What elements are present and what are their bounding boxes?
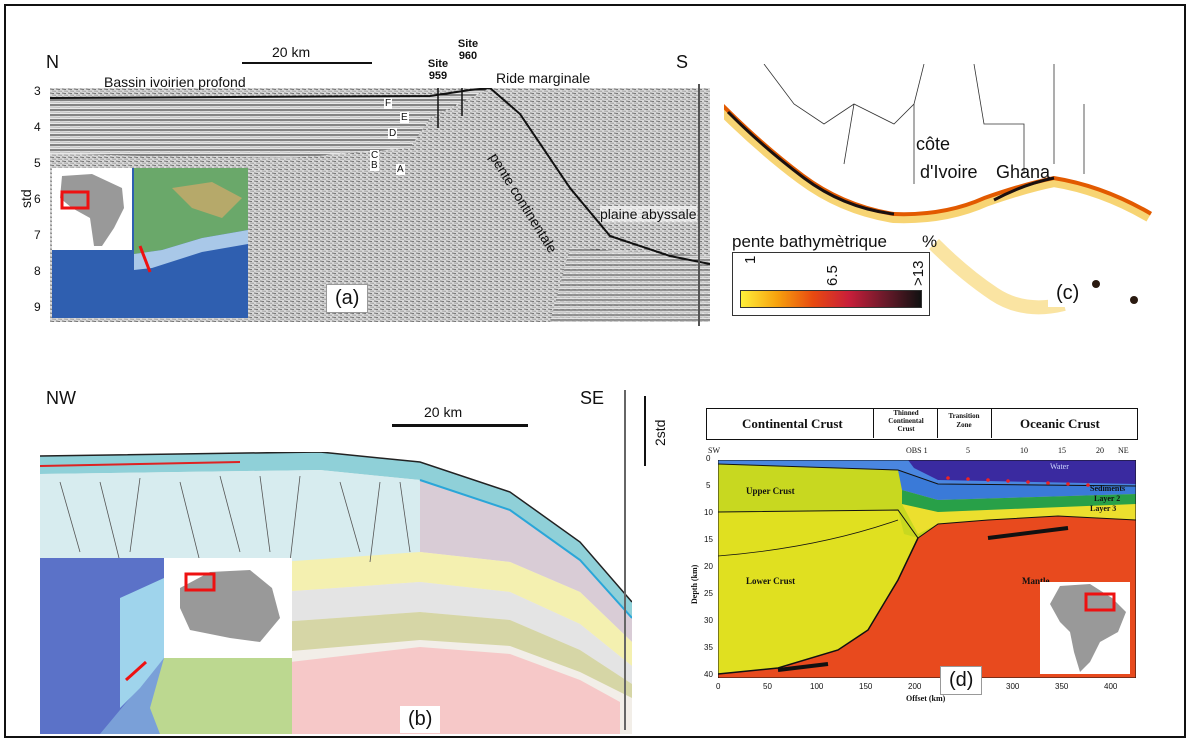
figure-frame <box>4 4 1186 738</box>
x-axis-label-d: Offset (km) <box>906 694 946 703</box>
inset-map-a <box>52 168 248 318</box>
legend-colorbar-c <box>740 290 922 308</box>
site-960-label: Site 960 <box>457 38 479 62</box>
legend-tick-c: 6.5 <box>824 265 841 286</box>
y-tick-a: 4 <box>34 120 41 134</box>
horizon-d: D <box>388 128 398 139</box>
panel-a-tag: (a) <box>326 284 369 313</box>
layer-sediments: Sediments <box>1090 484 1126 493</box>
layer-layer3: Layer 3 <box>1090 504 1117 513</box>
layer-layer2: Layer 2 <box>1094 494 1121 503</box>
horizon-e: E <box>400 112 409 123</box>
legend-tick-c: 1 <box>742 255 759 264</box>
ne-label: NE <box>1118 446 1129 455</box>
northwest-label: NW <box>46 388 76 408</box>
header-transition-line2: Zone <box>956 421 972 429</box>
layer-mantle: Mantle <box>1022 576 1050 586</box>
y-tick-d: 35 <box>704 643 713 652</box>
crustal-model-d <box>718 460 1136 678</box>
y-tick-a: 7 <box>34 228 41 242</box>
depth-axis-b <box>624 390 626 730</box>
header-thinned-line3: Crust <box>897 425 915 433</box>
y-tick-d: 30 <box>704 616 713 625</box>
layer-lower-crust: Lower Crust <box>746 576 796 586</box>
north-label: N <box>46 52 59 72</box>
y-tick-a: 8 <box>34 264 41 278</box>
x-tick-d: 100 <box>810 682 824 691</box>
scale-bar-b <box>392 424 528 427</box>
x-tick-d: 350 <box>1055 682 1069 691</box>
plain-label: plaine abyssale <box>600 206 697 222</box>
basin-label: Bassin ivoirien profond <box>104 74 246 90</box>
y-tick-d: 25 <box>704 589 713 598</box>
panel-c-tag: (c) <box>1048 280 1088 307</box>
y-tick-a: 3 <box>34 84 41 98</box>
y-tick-d: 15 <box>704 535 713 544</box>
scale-bar-a <box>242 62 372 64</box>
y-tick-d: 5 <box>706 481 711 490</box>
horizon-c: C <box>370 150 380 161</box>
x-tick-d: 50 <box>763 682 772 691</box>
header-transition-line1: Transition <box>948 412 980 420</box>
x-tick-d: 0 <box>716 682 721 691</box>
top-tick-d: 20 <box>1096 446 1104 455</box>
x-tick-d: 300 <box>1006 682 1020 691</box>
y-tick-a: 9 <box>34 300 41 314</box>
horizon-b: B <box>370 160 379 171</box>
scale-label-b: 20 km <box>424 404 463 420</box>
right-axis-line-a <box>698 84 700 326</box>
y-tick-d: 0 <box>706 454 711 463</box>
horizon-a: A <box>396 164 405 175</box>
top-tick-d: 5 <box>966 446 970 455</box>
site-959-label: Site 959 <box>427 58 449 82</box>
south-label: S <box>676 52 689 72</box>
country-ghana: Ghana <box>996 162 1051 182</box>
layer-water: Water <box>1050 462 1069 471</box>
x-tick-d: 400 <box>1104 682 1118 691</box>
header-oceanic: Oceanic Crust <box>1020 416 1100 431</box>
y-tick-a: 6 <box>34 192 41 206</box>
legend-tick-c: >13 <box>910 260 927 286</box>
panel-b-tag: (b) <box>400 706 441 733</box>
vertical-scale-bar-b <box>644 396 646 466</box>
layer-upper-crust: Upper Crust <box>746 486 795 496</box>
obs-label: OBS 1 <box>906 446 928 455</box>
crust-header-d <box>706 408 1138 440</box>
legend-title-c: pente bathymètrique <box>732 232 887 251</box>
inset-map-b <box>40 558 292 734</box>
y-axis-label-d: Depth (km) <box>690 564 699 604</box>
ridge-label: Ride marginale <box>496 70 591 86</box>
header-thinned-line1: Thinned <box>893 409 919 417</box>
slope-map-c <box>724 64 1152 318</box>
y-axis-label-a: std <box>18 189 34 208</box>
country-cote-line2: d'Ivoire <box>920 162 978 182</box>
scale-label-a: 20 km <box>272 44 311 60</box>
top-tick-d: 15 <box>1058 446 1066 455</box>
southeast-label: SE <box>580 388 605 408</box>
legend-unit-c: % <box>922 232 938 251</box>
header-continental: Continental Crust <box>742 416 843 431</box>
y-tick-d: 10 <box>704 508 713 517</box>
x-tick-d: 150 <box>859 682 873 691</box>
x-tick-d: 200 <box>908 682 922 691</box>
panel-d-tag: (d) <box>940 666 983 695</box>
y-tick-d: 20 <box>704 562 713 571</box>
sw-label: SW <box>708 446 720 455</box>
country-cote-line1: côte <box>916 134 951 154</box>
top-tick-d: 10 <box>1020 446 1028 455</box>
header-thinned-line2: Continental <box>888 417 924 425</box>
inset-map-d <box>1040 582 1130 674</box>
y-tick-a: 5 <box>34 156 41 170</box>
horizon-f: F <box>384 98 393 109</box>
vertical-scale-label-b: 2std <box>652 419 668 446</box>
y-tick-d: 40 <box>704 670 713 679</box>
